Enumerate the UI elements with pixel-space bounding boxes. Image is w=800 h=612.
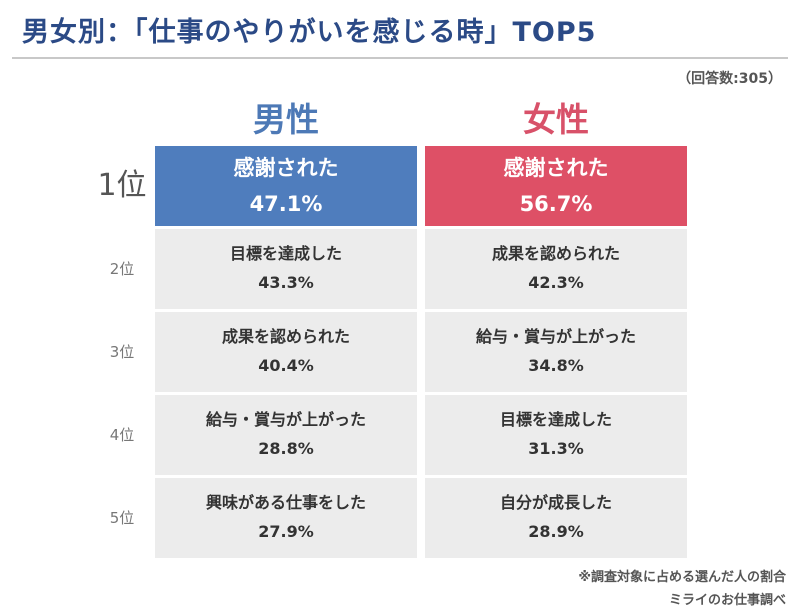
male-rank-cell: 給与・賞与が上がった 28.8% [155,395,417,475]
column-header-male: 男性 [253,100,319,139]
female-rank-cell: 成果を認められた 42.3% [425,229,687,309]
title-main: ：「仕事のやりがいを感じる時」TOP5 [106,17,597,48]
female-rank-cell: 目標を達成した 31.3% [425,395,687,475]
footnote: ※調査対象に占める選んだ人の割合 [578,570,786,585]
female-rank-cell: 給与・賞与が上がった 34.8% [425,312,687,392]
female-item-label: 成果を認められた [491,244,620,263]
female-item-label: 目標を達成した [499,410,612,429]
male-item-label: 目標を達成した [229,244,342,263]
female-item-value: 31.3% [528,439,584,458]
male-item-value: 47.1% [249,192,323,216]
female-rank-cell: 感謝された 56.7% [425,146,687,226]
male-rank-cell: 興味がある仕事をした 27.9% [155,478,417,558]
male-item-value: 27.9% [258,522,314,541]
title-prefix: 男女別 [22,17,106,48]
male-item-value: 43.3% [258,273,314,292]
male-rank-cell: 成果を認められた 40.4% [155,312,417,392]
male-rank-cell: 感謝された 47.1% [155,146,417,226]
female-item-label: 給与・賞与が上がった [475,327,636,346]
male-rank-cell: 目標を達成した 43.3% [155,229,417,309]
female-item-label: 自分が成長した [499,493,612,512]
male-item-label: 成果を認められた [221,327,350,346]
female-item-value: 42.3% [528,273,584,292]
male-item-value: 28.8% [258,439,314,458]
rank-label: 5位 [109,509,135,527]
title-divider [12,57,788,59]
male-item-label: 興味がある仕事をした [205,493,366,512]
rank-label: 3位 [109,343,135,361]
male-item-value: 40.4% [258,356,314,375]
female-item-label: 感謝された [503,156,609,180]
female-item-value: 34.8% [528,356,584,375]
rank-label: 1位 [97,168,147,203]
female-rank-cell: 自分が成長した 28.9% [425,478,687,558]
page-title: 男女別：「仕事のやりがいを感じる時」TOP5 [22,10,596,49]
rank-label: 4位 [109,426,135,444]
column-header-female: 女性 [523,100,589,139]
respondent-count: （回答数:305） [677,71,782,87]
source-credit: ミライのお仕事調べ [668,593,786,608]
female-item-value: 56.7% [519,192,593,216]
male-item-label: 給与・賞与が上がった [205,410,366,429]
female-item-value: 28.9% [528,522,584,541]
male-item-label: 感謝された [233,156,339,180]
rank-label: 2位 [109,260,135,278]
